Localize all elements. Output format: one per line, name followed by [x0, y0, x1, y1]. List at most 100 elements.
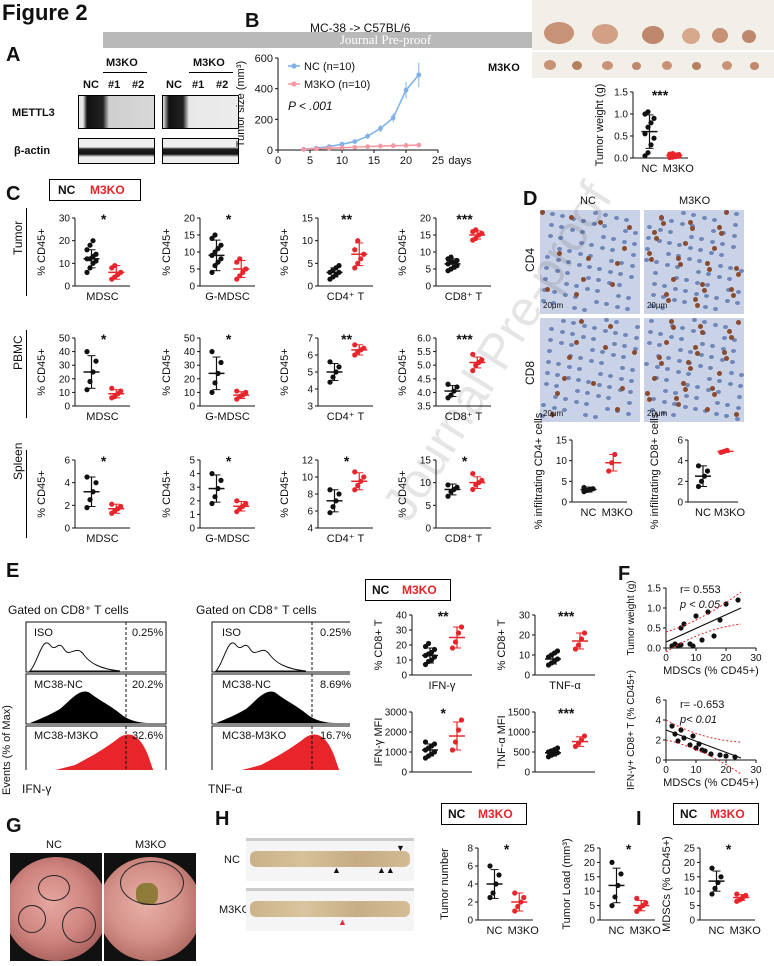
growth-xtick-label: 20 — [400, 155, 412, 167]
flow-axis-ifng: IFN-γ — [22, 782, 52, 796]
growth-point — [339, 141, 345, 147]
E_ifng_mfi-point-nc — [431, 741, 438, 747]
flow-hist-m3ko — [55, 734, 154, 770]
F_weight-point — [705, 609, 711, 615]
D_cd8-xcat-m3ko: M3KO — [714, 507, 746, 519]
growth-point — [378, 126, 383, 131]
C_s_gmdsc-ytick-label: 0 — [189, 524, 195, 535]
C_t_cd4-ytick-label: 15 — [302, 214, 314, 225]
flow-hist-nc — [30, 691, 150, 723]
C_t_gmdsc-point-nc — [212, 232, 218, 238]
B_weight-point-nc — [642, 131, 648, 137]
C_s_gmdsc-ytick-label: 2 — [189, 496, 195, 507]
D_cd8-ytick-label: 0 — [677, 498, 683, 509]
C_s_mdsc-point-m3ko — [109, 501, 115, 507]
growth-point — [390, 143, 396, 149]
F_ifng-point — [708, 751, 714, 757]
C_s_cd8-ytick-label: 5 — [425, 501, 431, 512]
growth-point — [365, 133, 370, 139]
C_p_mdsc-ytick-label: 10 — [59, 388, 71, 399]
C_p_cd4-ylabel: % CD45+ — [279, 348, 291, 395]
F_ifng-xtick-label: 0 — [663, 765, 669, 776]
C_s_cd4-ytick-label: 8 — [307, 490, 313, 501]
ihc-image-nc-cd4 — [540, 210, 640, 314]
C_p_cd8-point-m3ko — [479, 357, 485, 363]
C_s_cd8-ytick-label: 15 — [420, 456, 432, 467]
C_t_gmdsc-ytick-label: 20 — [184, 214, 196, 225]
E_ifng-point-m3ko — [449, 645, 456, 651]
C_s_cd4-point-nc — [327, 487, 333, 493]
growth-line-nc — [303, 74, 420, 151]
C_p_cd4-ytick-label: 7 — [307, 334, 313, 345]
blot-group-line-2 — [189, 72, 233, 73]
D_cd4-ytick-label: 15 — [556, 436, 568, 447]
C_s_cd8-xlabel: CD8⁺ T — [445, 533, 483, 545]
B_weight-xcat-nc: NC — [642, 163, 658, 175]
growth-xtick-label: 5 — [307, 155, 313, 167]
H_load-ytick-label: 5 — [589, 901, 595, 912]
flow-nc-1: MC38-NC — [34, 679, 83, 691]
C_p_gmdsc-ytick-label: 30 — [184, 361, 196, 372]
C_s_mdsc-point-nc — [84, 505, 90, 511]
C_t_gmdsc-point-nc — [218, 256, 224, 262]
C_p_cd4-significance: ** — [341, 331, 352, 347]
D_cd4-ytick-label: 5 — [561, 477, 567, 488]
flow-box — [25, 673, 167, 725]
growth-legend-label: M3KO (n=10) — [304, 79, 370, 91]
E_ifng_mfi-point-nc — [422, 739, 429, 745]
C_p_cd8-ylabel: % CD45+ — [397, 348, 409, 395]
E_tnfa_mfi-point-m3ko — [581, 733, 588, 739]
colon-image-m3ko: ▲ — [246, 888, 414, 931]
C_p_mdsc-point-nc — [84, 349, 90, 355]
C_s_mdsc-point-m3ko — [118, 503, 124, 510]
flow-iso-2: ISO — [222, 627, 241, 639]
H_number-xcat-nc: NC — [487, 925, 503, 937]
E_tnfa-ytick-label: 0 — [524, 671, 530, 682]
f-r2: r= -0.653 — [680, 699, 725, 711]
C_p_cd8-point-m3ko — [470, 368, 476, 374]
E_tnfa_mfi-ytick-label: 0 — [524, 768, 530, 779]
I_mdsc-ytick-label: 20 — [684, 858, 696, 869]
D_cd8-ytick-label: 2 — [677, 477, 683, 488]
E_tnfa-point-nc — [554, 648, 561, 654]
C_s_mdsc-point-nc — [84, 474, 90, 480]
endoscopy-image-nc — [10, 853, 102, 961]
flow-pct-1a: 0.25% — [132, 627, 164, 639]
flow-pct-1c: 32.6% — [132, 730, 164, 742]
F_ifng-ytick-label: 0 — [655, 756, 661, 767]
F_ifng-point — [702, 748, 708, 754]
C_s_mdsc-ytick-label: 2 — [64, 501, 70, 512]
blot-mettl3-left — [78, 95, 155, 129]
C_p_gmdsc-ytick-label: 10 — [184, 388, 196, 399]
C_p_cd8-ytick-label: 4.5 — [417, 374, 431, 385]
C_p_gmdsc-point-m3ko — [243, 389, 249, 395]
F_ifng-xtick-label: 30 — [750, 765, 762, 776]
F_ifng-ytick-label: 4 — [655, 716, 661, 727]
I_mdsc-ytick-label: 25 — [684, 844, 696, 855]
E_ifng_mfi-ytick-label: 2000 — [385, 728, 408, 739]
journal-banner: Journal Pre-proof — [103, 32, 668, 48]
E_ifng-ylabel: % CD8+ T — [373, 619, 385, 670]
flow-box — [211, 621, 350, 673]
panel-label-e: E — [6, 560, 20, 582]
growth-xtick-label: 15 — [368, 155, 380, 167]
C_p_mdsc-point-nc — [93, 358, 99, 364]
C_t_mdsc-ytick-label: 30 — [59, 214, 71, 225]
growth-point — [378, 143, 383, 149]
F_ifng-xlabel: MDSCs (% CD45+) — [663, 777, 759, 789]
lane-2: #2 — [132, 79, 145, 91]
scale-bar-3: 20μm — [543, 409, 564, 418]
E_tnfa-ylabel: % CD8+ T — [496, 619, 508, 670]
growth-ytick-label: 400 — [255, 84, 273, 96]
H_number-ylabel: Tumor number — [439, 848, 451, 920]
F_ifng-point — [690, 733, 696, 739]
panel-label-i: I — [636, 808, 642, 830]
C_s_cd8-ylabel: % CD45+ — [397, 470, 409, 517]
C_p_cd4-point-nc — [336, 364, 342, 370]
D_cd4-ytick-label: 0 — [561, 498, 567, 509]
H_load-ylabel: Tumor Load (mm³) — [561, 838, 573, 929]
C_s_cd4-ytick-label: 12 — [302, 456, 314, 467]
blot-row-mettl3: METTL3 — [12, 107, 55, 119]
flow-m3ko-1: MC38-M3KO — [34, 730, 99, 742]
H_number-ytick-label: 6 — [467, 862, 473, 873]
